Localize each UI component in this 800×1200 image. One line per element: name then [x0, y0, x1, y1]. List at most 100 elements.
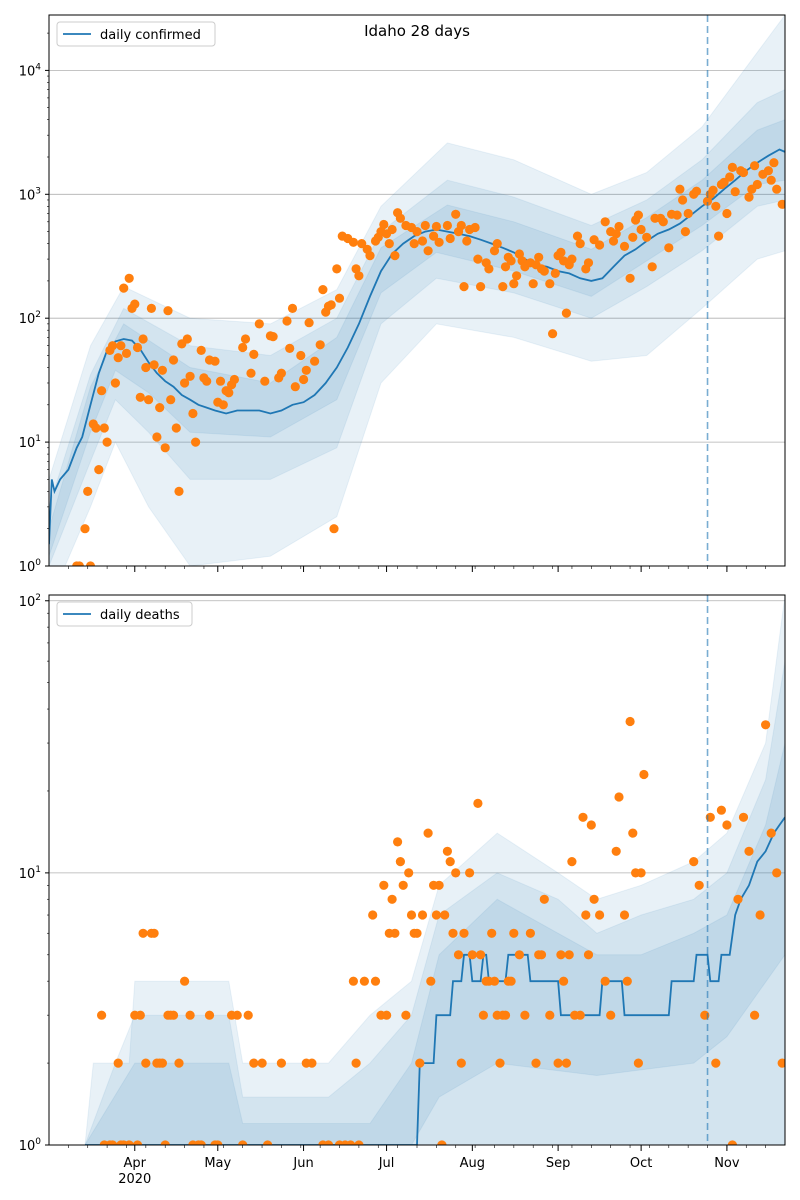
- data-point: [168, 1010, 179, 1020]
- data-point: [708, 185, 718, 195]
- data-point: [714, 231, 724, 241]
- data-point: [761, 720, 771, 730]
- data-point: [85, 561, 96, 566]
- data-point: [564, 950, 574, 960]
- data-point: [301, 365, 311, 375]
- data-point: [124, 273, 134, 283]
- data-point: [583, 950, 594, 960]
- data-point: [750, 161, 760, 171]
- data-point: [467, 950, 477, 960]
- data-point: [390, 251, 400, 261]
- data-point: [238, 1140, 248, 1145]
- data-point: [180, 976, 190, 986]
- data-point: [130, 299, 140, 309]
- data-point: [108, 1140, 118, 1145]
- data-point: [393, 837, 403, 847]
- data-point: [633, 210, 644, 220]
- data-point: [622, 976, 632, 986]
- data-point: [268, 332, 278, 342]
- data-point: [180, 378, 190, 388]
- data-point: [166, 395, 176, 405]
- data-point: [218, 400, 228, 410]
- data-point: [545, 279, 555, 289]
- data-point: [514, 950, 525, 960]
- data-point: [249, 349, 259, 359]
- legend-box: [56, 601, 193, 627]
- data-point: [614, 792, 624, 802]
- data-point: [83, 486, 93, 496]
- data-point: [202, 376, 212, 386]
- data-point: [772, 184, 782, 194]
- y-tick-base: 10: [19, 188, 36, 203]
- data-point: [492, 239, 502, 249]
- data-point: [74, 561, 84, 566]
- data-point: [583, 258, 594, 268]
- data-point: [354, 1140, 364, 1145]
- data-point: [636, 224, 646, 235]
- data-point: [299, 374, 309, 385]
- data-point: [276, 368, 286, 378]
- data-point: [445, 233, 455, 244]
- data-point: [440, 910, 450, 920]
- data-point: [110, 378, 120, 388]
- data-point: [379, 219, 389, 230]
- y-tick-exponent: 1: [35, 865, 41, 875]
- data-point: [434, 880, 444, 890]
- data-point: [282, 316, 292, 326]
- data-point: [586, 820, 596, 830]
- data-point: [334, 293, 345, 303]
- data-point: [500, 1010, 511, 1020]
- median-line: [49, 148, 785, 545]
- data-point: [727, 1140, 737, 1145]
- y-tick-label: 100: [19, 1137, 42, 1154]
- data-point: [323, 1140, 334, 1145]
- data-point: [287, 303, 298, 313]
- data-point: [157, 365, 167, 375]
- data-point: [155, 403, 165, 413]
- data-point: [550, 268, 560, 278]
- y-tick-label: 101: [19, 434, 41, 451]
- data-point: [658, 217, 668, 227]
- data-point: [625, 716, 635, 727]
- y-tick-exponent: 4: [35, 62, 41, 72]
- data-point: [171, 423, 181, 433]
- data-point: [415, 1058, 425, 1068]
- data-point: [196, 1140, 206, 1145]
- data-point: [514, 249, 525, 259]
- data-point: [539, 894, 549, 904]
- data-point: [108, 341, 118, 351]
- data-point: [738, 167, 749, 178]
- data-point: [384, 239, 394, 249]
- legend-label: daily deaths: [100, 608, 180, 623]
- data-point: [556, 247, 566, 257]
- data-point: [149, 360, 159, 370]
- data-point: [426, 976, 436, 986]
- data-point: [628, 232, 638, 242]
- data-point: [152, 432, 162, 442]
- data-point: [473, 254, 483, 264]
- data-point: [423, 828, 433, 838]
- data-point: [777, 1058, 785, 1068]
- data-point: [459, 928, 469, 938]
- data-point: [664, 243, 674, 253]
- data-point: [633, 1058, 644, 1068]
- uncertainty-band-1: [49, 89, 785, 566]
- data-point: [675, 184, 685, 194]
- data-point: [124, 1140, 134, 1145]
- x-tick-label: Nov: [714, 1156, 740, 1171]
- data-point: [204, 1010, 215, 1020]
- y-tick-base: 10: [19, 1139, 36, 1154]
- data-point: [368, 910, 378, 920]
- data-point: [509, 279, 519, 289]
- data-point: [434, 237, 444, 247]
- data-point: [94, 465, 104, 475]
- y-tick-label: 102: [19, 310, 41, 327]
- y-tick-label: 101: [19, 865, 41, 882]
- x-tick-label: Jul: [378, 1156, 395, 1171]
- data-point: [442, 846, 452, 856]
- y-tick-base: 10: [19, 436, 36, 451]
- data-point: [611, 229, 621, 239]
- plot-area: [49, 15, 785, 566]
- data-point: [459, 282, 469, 292]
